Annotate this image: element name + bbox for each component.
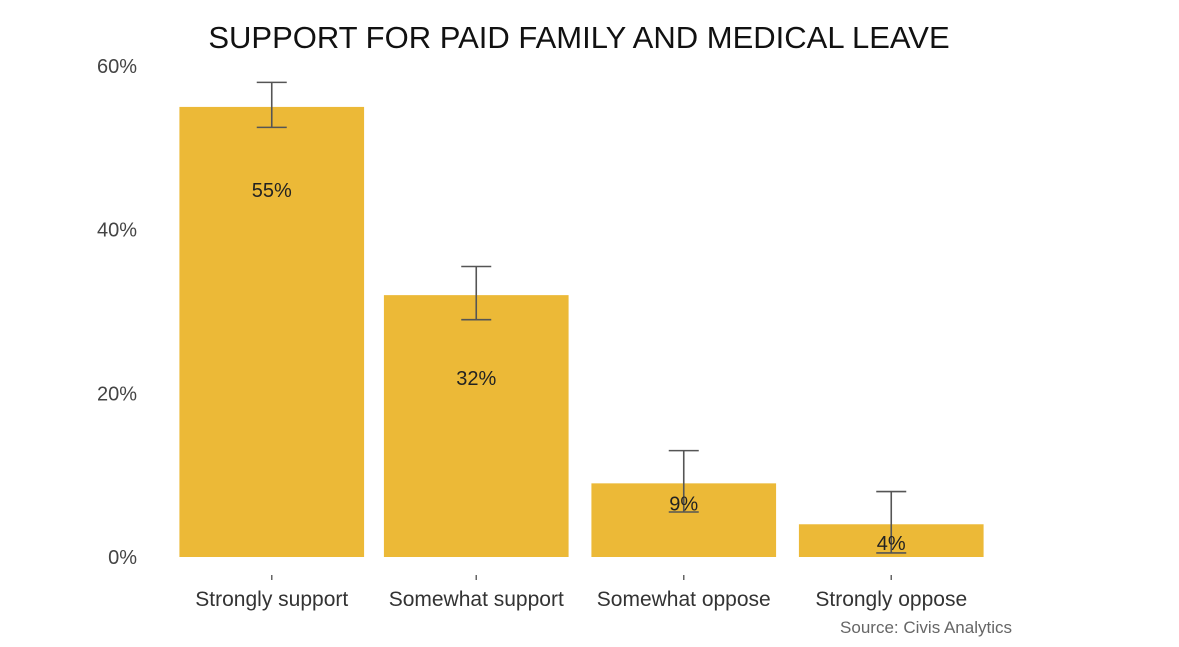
x-axis: Strongly support Somewhat support Somewhat… [195, 575, 967, 611]
chart-title: SUPPORT FOR PAID FAMILY AND MEDICAL LEAV… [208, 20, 949, 55]
y-tick-label: 60% [97, 56, 137, 78]
data-label: 32% [456, 368, 496, 390]
data-label: 9% [669, 493, 698, 515]
data-label: 55% [252, 180, 292, 202]
y-axis: 0% 20% 40% 60% [97, 56, 137, 569]
source-note: Source: Civis Analytics [840, 618, 1012, 637]
x-tick-label: Strongly oppose [815, 588, 967, 611]
data-labels: 55% 32% 9% 4% [252, 180, 906, 555]
data-label: 4% [877, 533, 906, 555]
y-tick-label: 40% [97, 220, 137, 242]
error-bars [256, 81, 907, 554]
x-tick-label: Somewhat support [389, 588, 564, 611]
bar [383, 295, 569, 557]
x-tick-label: Strongly support [195, 588, 348, 611]
bars [179, 106, 984, 558]
bar [179, 106, 365, 558]
y-tick-label: 0% [108, 547, 137, 569]
y-tick-label: 20% [97, 383, 137, 405]
x-tick-label: Somewhat oppose [597, 588, 771, 611]
